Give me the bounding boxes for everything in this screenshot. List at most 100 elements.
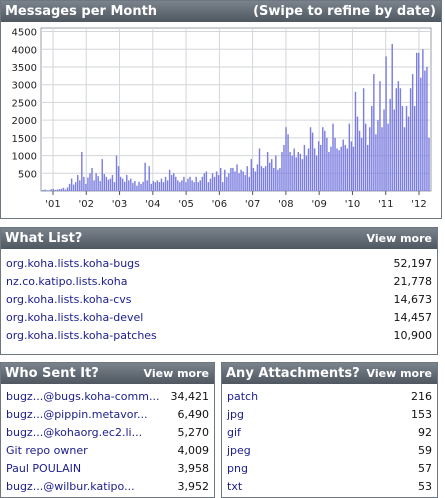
sender-item-label[interactable]: bugz...@wilbur.katipo... xyxy=(6,480,135,493)
chart-bar xyxy=(354,91,357,191)
y-tick-label: 2500 xyxy=(12,98,37,109)
chart-bar xyxy=(111,175,114,191)
attachment-item-label[interactable]: png xyxy=(227,462,248,475)
what-list-view-more-link[interactable]: View more xyxy=(366,232,432,245)
list-item[interactable]: org.koha.lists.koha-devel 14,457 xyxy=(1,309,437,327)
chart-bar xyxy=(219,167,222,191)
y-tick-label: 3500 xyxy=(12,63,37,74)
chart-bar xyxy=(158,182,161,191)
chart-bar xyxy=(224,169,226,191)
chart-bar xyxy=(409,88,412,191)
chart-bar xyxy=(413,105,416,191)
attachment-item[interactable]: jpeg 59 xyxy=(222,442,437,460)
chart-bar xyxy=(324,130,326,191)
attachment-item[interactable]: gif 92 xyxy=(222,424,437,442)
chart-bar xyxy=(424,70,426,191)
sender-item-count: 4,009 xyxy=(177,444,210,457)
attachment-item-label[interactable]: gif xyxy=(227,426,241,439)
chart-bar xyxy=(162,182,165,191)
sender-item-label[interactable]: Git repo owner xyxy=(6,444,88,457)
chart-bar xyxy=(44,189,46,191)
chart-bar xyxy=(236,164,238,191)
who-sent-header: Who Sent It? View more xyxy=(1,363,214,384)
chart-bar xyxy=(317,141,320,191)
chart-bar xyxy=(322,127,324,191)
chart-bar xyxy=(381,127,383,191)
chart-bar xyxy=(113,182,116,191)
list-item-label[interactable]: nz.co.katipo.lists.koha xyxy=(6,275,128,288)
messages-chart[interactable]: 500 1000 1500 2000 2500 3000 3500 4000 4500 '01 '… xyxy=(1,22,441,218)
chart-bar xyxy=(342,139,344,191)
chart-bar xyxy=(50,189,52,191)
who-sent-view-more-link[interactable]: View more xyxy=(143,367,209,380)
chart-bar xyxy=(387,123,389,191)
chart-bar xyxy=(311,132,314,191)
x-tick-label: '12 xyxy=(411,199,426,210)
chart-bar xyxy=(121,178,124,191)
sender-item[interactable]: bugz...@kohaorg.ec2.li... 5,270 xyxy=(1,424,214,442)
sender-item[interactable]: Git repo owner 4,009 xyxy=(1,442,214,460)
chart-bar xyxy=(99,181,101,191)
chart-bar xyxy=(177,180,179,191)
chart-bar xyxy=(197,182,199,191)
chart-bar xyxy=(119,176,122,191)
attachment-item-label[interactable]: patch xyxy=(227,390,259,403)
list-item[interactable]: org.koha.lists.koha-cvs 14,673 xyxy=(1,291,437,309)
sender-item[interactable]: bugz...@wilbur.katipo... 3,952 xyxy=(1,478,214,496)
chart-bar xyxy=(222,182,224,191)
attachment-item-count: 153 xyxy=(411,408,432,421)
chart-bar xyxy=(260,166,263,191)
y-tick-label: 1500 xyxy=(12,134,37,145)
chart-bar xyxy=(89,173,91,191)
chart-bar xyxy=(264,166,267,191)
chart-bar xyxy=(97,176,99,191)
x-tick-label: '08 xyxy=(278,199,293,210)
chart-bar xyxy=(201,176,204,191)
attachment-item[interactable]: txt 53 xyxy=(222,478,437,496)
chart-bar xyxy=(385,56,387,191)
chart-bar xyxy=(79,180,81,191)
chart-bar xyxy=(271,159,273,191)
list-item[interactable]: org.koha.lists.koha-bugs 52,197 xyxy=(1,255,437,273)
chart-bar xyxy=(422,49,424,192)
x-tick-label: '02 xyxy=(79,199,94,210)
y-tick-label: 2000 xyxy=(12,116,37,127)
chart-bar xyxy=(226,176,228,191)
sender-item-count: 3,952 xyxy=(177,480,210,493)
attachment-item-label[interactable]: txt xyxy=(227,480,243,493)
chart-bar xyxy=(346,148,349,191)
attachment-item-label[interactable]: jpg xyxy=(227,408,245,421)
attachment-item-label[interactable]: jpeg xyxy=(227,444,251,457)
chart-bar xyxy=(266,152,269,191)
chart-bar xyxy=(395,88,398,191)
list-item[interactable]: nz.co.katipo.lists.koha 21,778 xyxy=(1,273,437,291)
sender-item[interactable]: bugz...@pippin.metavor... 6,490 xyxy=(1,406,214,424)
list-item-label[interactable]: org.koha.lists.koha-patches xyxy=(6,329,157,342)
sender-item-label[interactable]: bugz...@kohaorg.ec2.li... xyxy=(6,426,143,439)
list-item[interactable]: org.koha.lists.koha-patches 10,900 xyxy=(1,327,437,345)
chart-bar xyxy=(362,88,365,191)
sender-item[interactable]: bugz...@bugs.koha-comm... 34,421 xyxy=(1,388,214,406)
list-item-label[interactable]: org.koha.lists.koha-cvs xyxy=(6,293,132,306)
chart-bar xyxy=(189,176,191,191)
chart-bar xyxy=(191,180,193,191)
chart-bar xyxy=(181,180,183,191)
chart-bar xyxy=(285,127,287,191)
attachment-item[interactable]: png 57 xyxy=(222,460,437,478)
sender-item-label[interactable]: Paul POULAIN xyxy=(6,462,82,475)
attachments-view-more-link[interactable]: View more xyxy=(366,367,432,380)
chart-bar xyxy=(383,109,385,191)
chart-bar xyxy=(164,176,167,191)
sender-item-label[interactable]: bugz...@pippin.metavor... xyxy=(6,408,148,421)
attachment-item[interactable]: jpg 153 xyxy=(222,406,437,424)
list-item-label[interactable]: org.koha.lists.koha-bugs xyxy=(6,257,140,270)
sender-item-label[interactable]: bugz...@bugs.koha-comm... xyxy=(6,390,160,403)
chart-bar xyxy=(326,137,328,191)
chart-bar xyxy=(305,155,308,191)
list-item-label[interactable]: org.koha.lists.koha-devel xyxy=(6,311,144,324)
chart-bar xyxy=(199,180,201,191)
sender-item[interactable]: Paul POULAIN 3,958 xyxy=(1,460,214,478)
attachment-item[interactable]: patch 216 xyxy=(222,388,437,406)
chart-bar xyxy=(68,183,71,191)
chart-bar xyxy=(150,183,152,191)
